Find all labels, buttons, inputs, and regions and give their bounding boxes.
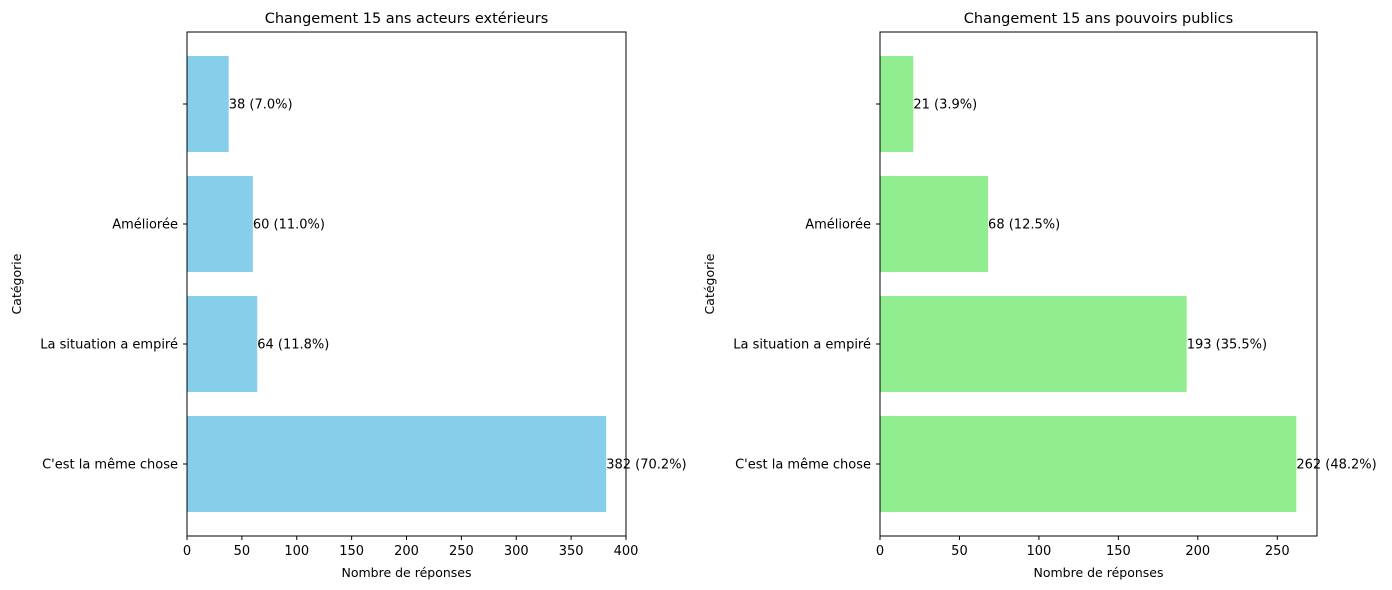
x-tick-label: 250 — [449, 544, 474, 559]
bar — [880, 56, 914, 152]
bar — [187, 416, 607, 512]
x-tick-label: 50 — [234, 544, 251, 559]
bar-group: 262 (48.2%) 193 (35.5%) 68 (12.5%) 21 (3.9%… — [880, 56, 1377, 512]
x-tick-label: 100 — [284, 544, 309, 559]
y-tick-label: Améliorée — [112, 218, 178, 233]
data-label: 68 (12.5%) — [988, 218, 1060, 233]
y-tick-label: La situation a empiré — [733, 338, 871, 353]
x-tick-label: 200 — [394, 544, 419, 559]
y-tick-label: La situation a empiré — [40, 338, 178, 353]
data-label: 193 (35.5%) — [1187, 338, 1267, 353]
chart-title: Changement 15 ans pouvoirs publics — [964, 11, 1233, 27]
bar — [187, 56, 229, 152]
x-tick-label: 200 — [1185, 544, 1210, 559]
data-label: 21 (3.9%) — [913, 98, 977, 113]
data-label: 60 (11.0%) — [253, 218, 325, 233]
x-tick-label: 150 — [1106, 544, 1131, 559]
data-label: 382 (70.2%) — [606, 458, 686, 473]
data-label: 38 (7.0%) — [229, 98, 293, 113]
y-tick-label: Améliorée — [805, 218, 871, 233]
x-tick-label: 0 — [876, 544, 884, 559]
data-label: 262 (48.2%) — [1296, 458, 1376, 473]
x-tick-label: 350 — [559, 544, 584, 559]
tick-group: C'est la même chose La situation a empiré… — [733, 103, 1290, 559]
x-axis-label: Nombre de réponses — [1033, 565, 1163, 580]
x-tick-label: 0 — [183, 544, 191, 559]
x-tick-label: 150 — [339, 544, 364, 559]
x-tick-label: 250 — [1265, 544, 1290, 559]
data-label: 64 (11.8%) — [257, 338, 329, 353]
y-axis-label: Catégorie — [9, 253, 24, 314]
plot-frame — [879, 31, 1318, 537]
x-tick-label: 100 — [1026, 544, 1051, 559]
x-tick-label: 300 — [504, 544, 529, 559]
chart-title: Changement 15 ans acteurs extérieurs — [265, 11, 549, 27]
bar — [187, 176, 253, 272]
y-tick-label: C'est la même chose — [42, 458, 178, 473]
x-tick-label: 50 — [951, 544, 968, 559]
x-axis-label: Nombre de réponses — [341, 565, 471, 580]
bar — [187, 296, 258, 392]
bar — [880, 416, 1297, 512]
tick-group: C'est la même chose La situation a empiré… — [40, 103, 639, 559]
y-axis-label: Catégorie — [702, 253, 717, 314]
plot-frame — [186, 31, 627, 537]
bar — [880, 296, 1187, 392]
chart-acteurs-exterieurs: Changement 15 ans acteurs extérieurs 382… — [9, 11, 687, 580]
bar — [880, 176, 989, 272]
x-tick-label: 400 — [614, 544, 639, 559]
chart-pouvoirs-publics: Changement 15 ans pouvoirs publics 262 (… — [702, 11, 1377, 580]
y-tick-label: C'est la même chose — [735, 458, 871, 473]
bar-group: 382 (70.2%) 64 (11.8%) 60 (11.0%) 38 (7.0%) — [187, 56, 687, 512]
